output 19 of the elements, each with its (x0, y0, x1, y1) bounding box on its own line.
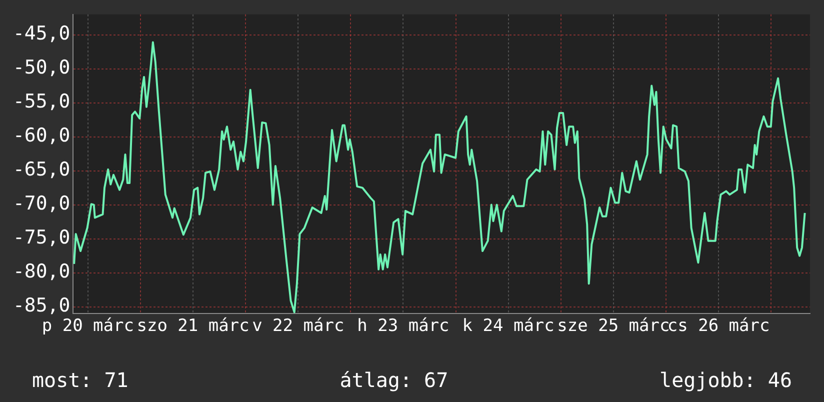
text: legjobb: 46 (660, 368, 792, 392)
x-tick-label: p 20 márc (42, 316, 134, 336)
text: átlag: 67 (340, 368, 448, 392)
y-tick-label: -85,0 (12, 294, 70, 317)
text: most: 71 (32, 368, 128, 392)
x-tick-label: sze 25 márc (557, 316, 670, 336)
x-tick-label: cs 26 márc (667, 316, 770, 336)
x-tick-label: h 23 márc (357, 316, 450, 336)
y-tick-label: -50,0 (12, 56, 70, 79)
y-tick-label: -65,0 (12, 158, 70, 181)
y-tick-label: -45,0 (12, 22, 70, 45)
y-tick-label: -75,0 (12, 226, 70, 249)
y-tick-label: -55,0 (12, 90, 70, 113)
x-tick-label: k 24 márc (462, 316, 554, 336)
x-tick-label: szo 21 márc (136, 316, 250, 336)
y-tick-label: -60,0 (12, 124, 70, 147)
y-tick-label: -70,0 (12, 192, 70, 215)
x-tick-label: v 22 márc (252, 316, 344, 336)
y-tick-label: -80,0 (12, 260, 70, 283)
